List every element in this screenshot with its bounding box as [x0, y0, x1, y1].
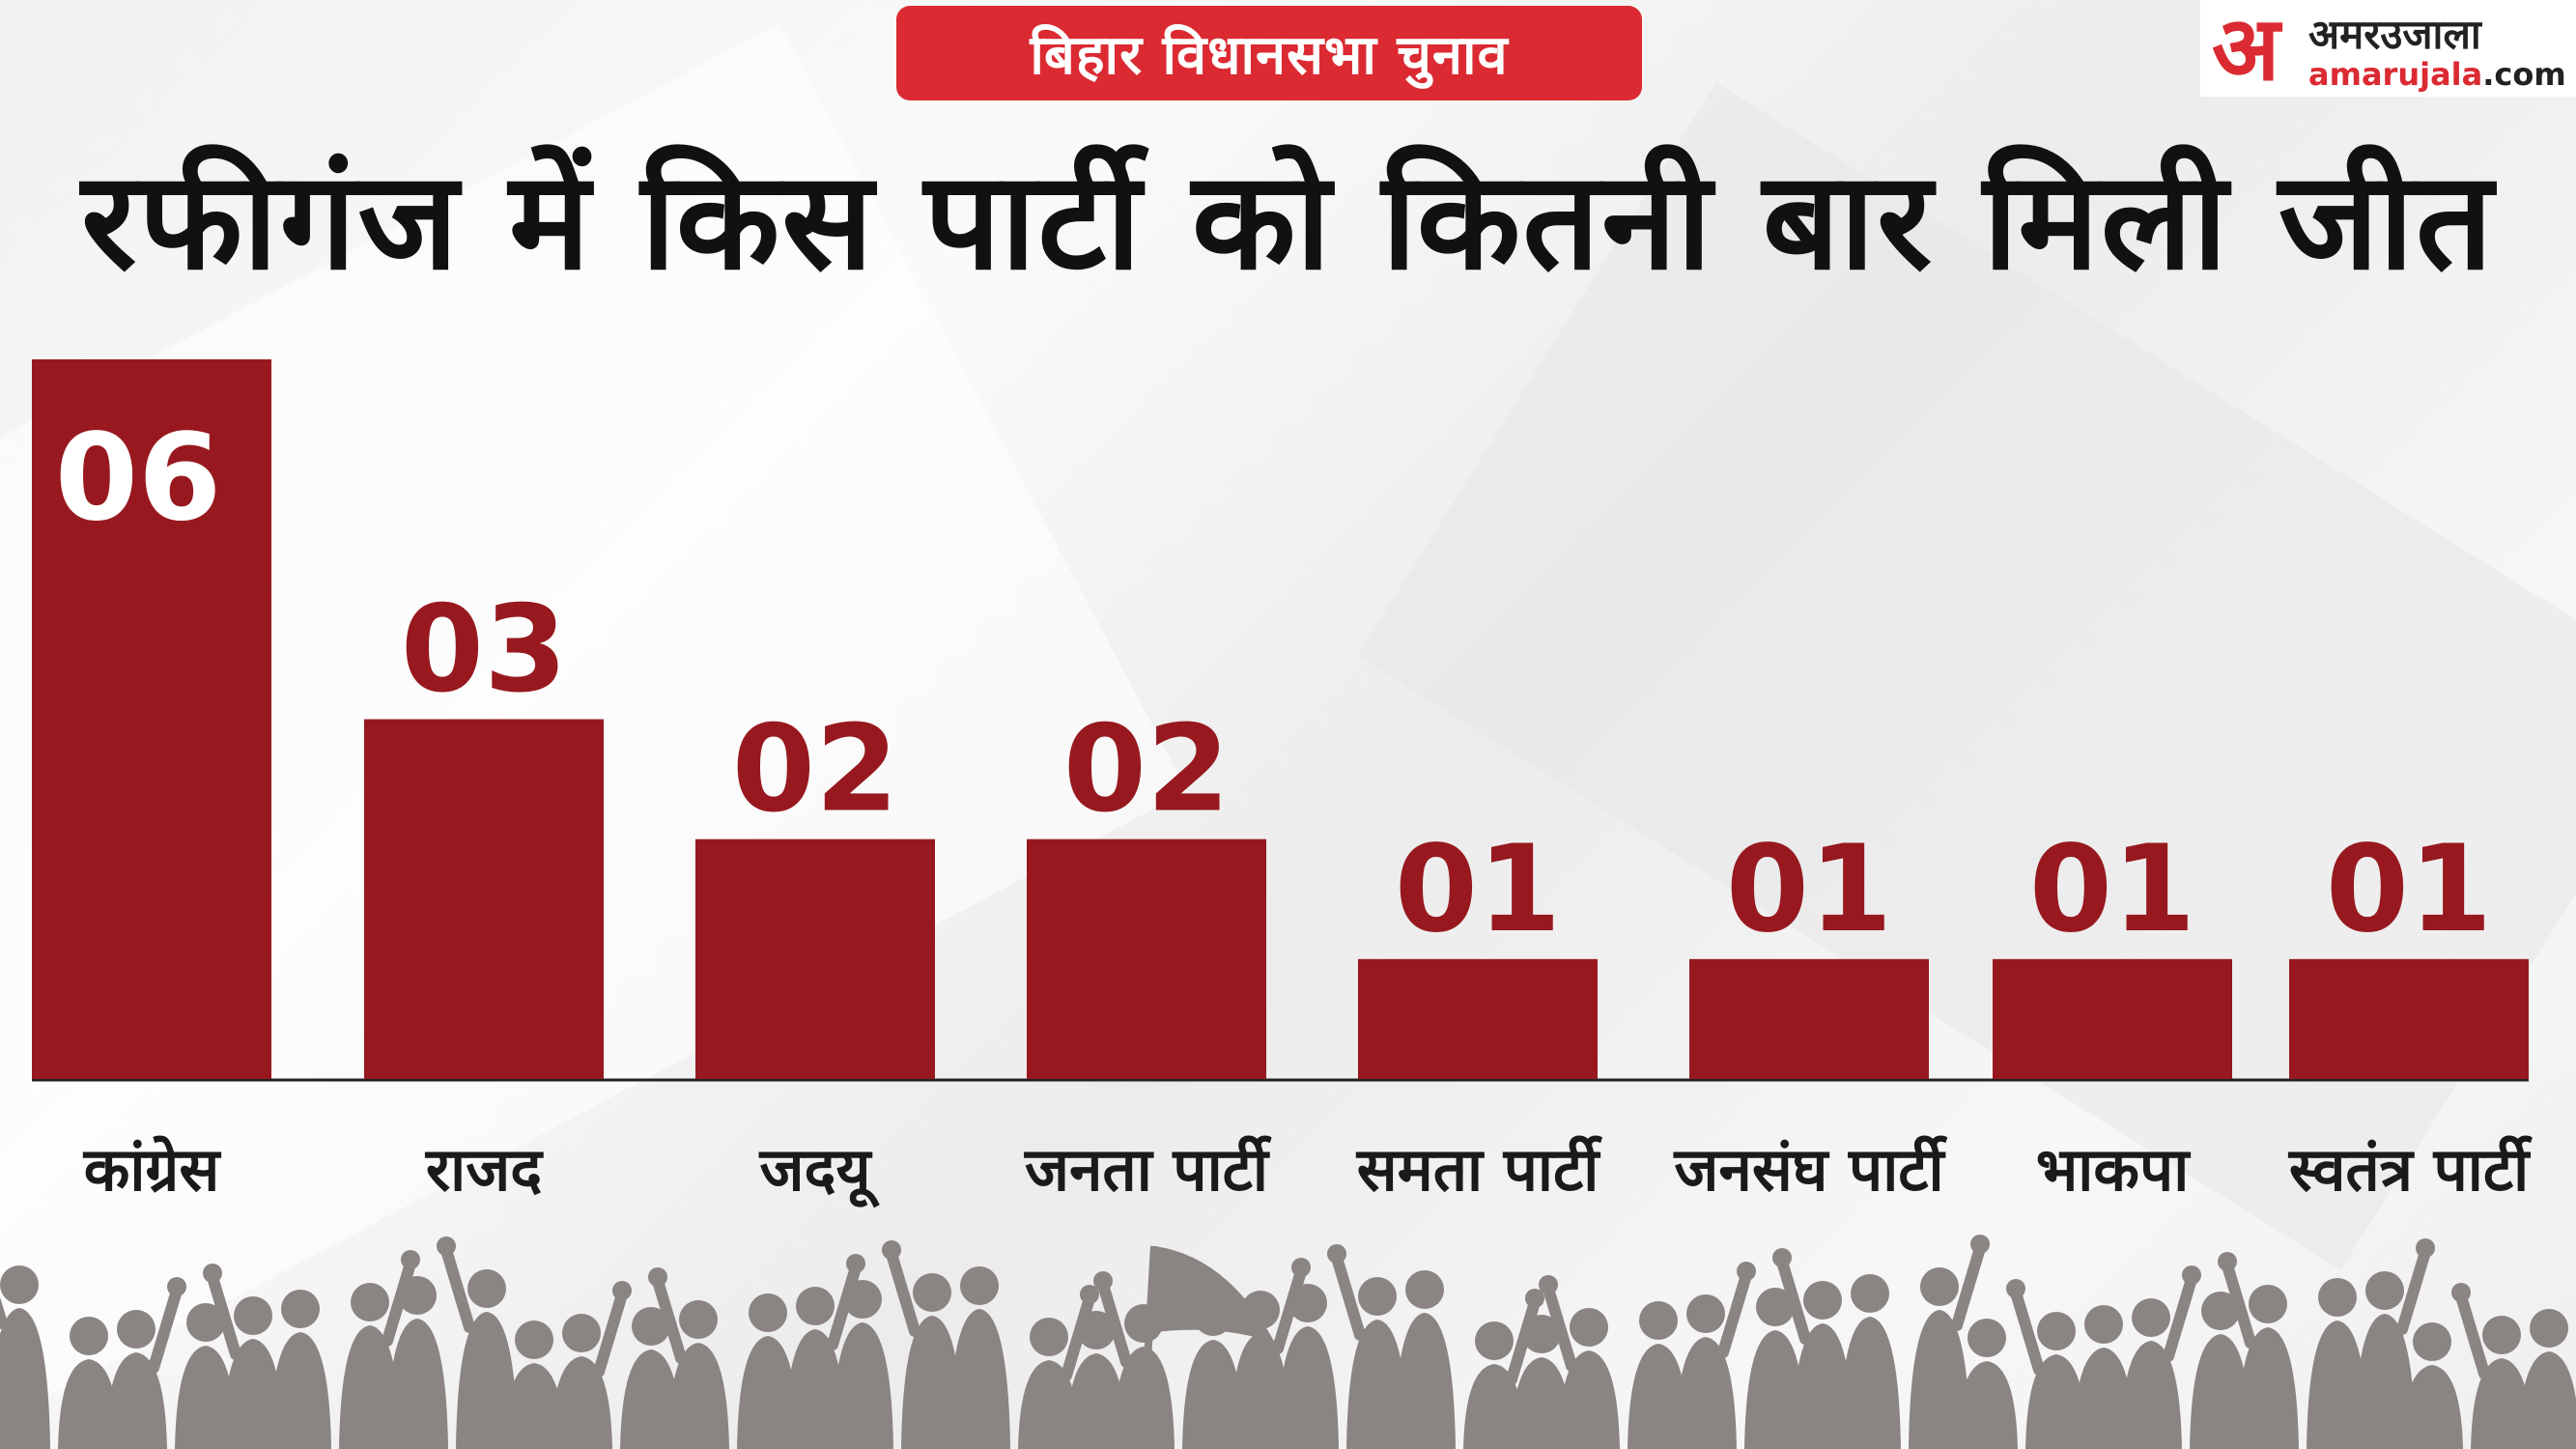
bar [1027, 838, 1266, 1079]
bar [1993, 958, 2232, 1079]
category-label: राजद [425, 1134, 544, 1205]
bar [364, 719, 604, 1079]
category-label: जदयू [759, 1134, 881, 1208]
category-label: जनसंघ पार्टी [1673, 1134, 1947, 1205]
category-label: स्वतंत्र पार्टी [2288, 1134, 2533, 1205]
bar [1358, 958, 1598, 1079]
logo-url-tld: .com [2482, 56, 2566, 93]
bar [32, 359, 271, 1079]
election-banner: बिहार विधानसभा चुनाव [896, 6, 1642, 100]
logo-url-brand: amarujala [2308, 56, 2483, 93]
category-label: भाकपा [2036, 1134, 2191, 1205]
category-label: जनता पार्टी [1024, 1134, 1272, 1205]
bar [1689, 958, 1929, 1079]
logo-url: amarujala.com [2308, 56, 2566, 93]
crowd-silhouette-icon [0, 1235, 2576, 1449]
bar-value-label: 01 [2326, 820, 2493, 959]
bar-value-label: 01 [1395, 820, 1562, 959]
bar [2289, 958, 2529, 1079]
chart-title: रफीगंज में किस पार्टी को कितनी बार मिली … [81, 143, 2495, 300]
bar-value-label: 01 [2029, 820, 2196, 959]
amarujala-logo[interactable]: अ अमरउजाला amarujala.com [2200, 0, 2576, 97]
logo-mark-icon: अ [2212, 0, 2280, 100]
bar-value-label: 02 [732, 700, 899, 839]
bar-value-label: 03 [401, 581, 568, 720]
bar-value-label: 06 [55, 409, 222, 548]
category-label: समता पार्टी [1356, 1134, 1602, 1205]
bar-value-label: 02 [1063, 700, 1231, 839]
bar [695, 838, 935, 1079]
bar-value-label: 01 [1726, 820, 1893, 959]
category-label: कांग्रेस [83, 1134, 222, 1205]
logo-wordmark: अमरउजाला [2308, 11, 2481, 58]
